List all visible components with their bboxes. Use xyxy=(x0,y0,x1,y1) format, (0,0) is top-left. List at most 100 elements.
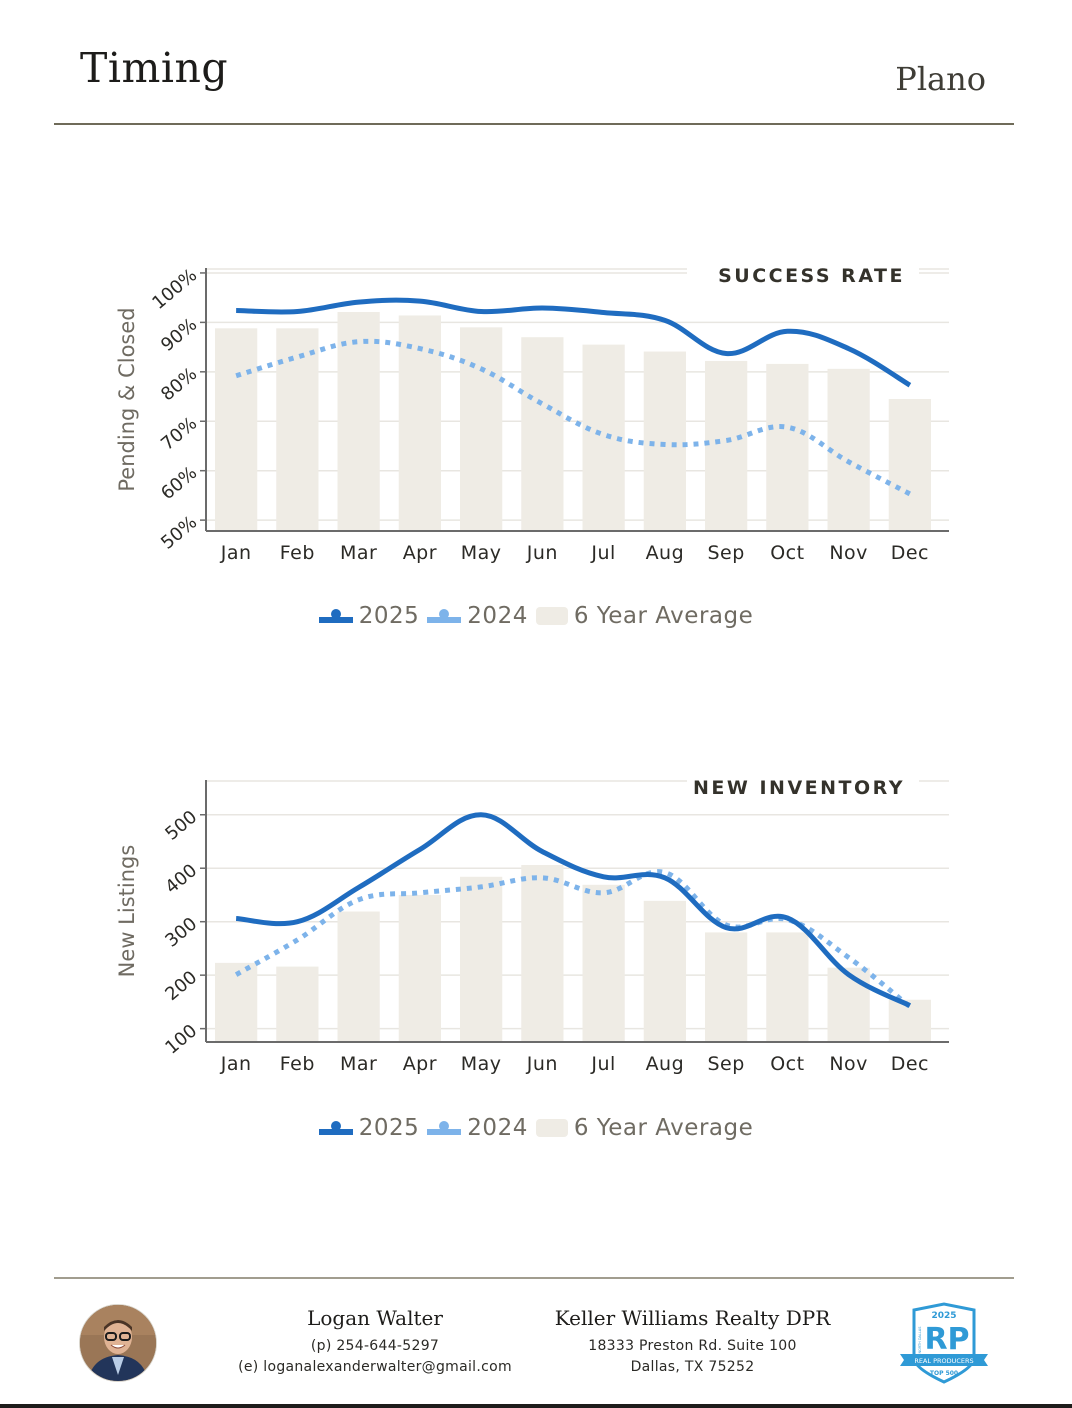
x-tick-label: Feb xyxy=(280,1053,315,1075)
x-tick-label: Jan xyxy=(220,1053,252,1075)
bar-feb xyxy=(276,328,319,531)
brokerage-name: Keller Williams Realty DPR xyxy=(554,1306,831,1330)
y-axis-label: Pending & Closed xyxy=(115,307,139,491)
legend-item-average: 6 Year Average xyxy=(535,603,754,629)
badge-region: NORTH DALLAS xyxy=(918,1326,922,1354)
bar-aug xyxy=(643,900,686,1042)
bar-jun xyxy=(521,337,564,531)
bar-apr xyxy=(398,315,441,531)
header-divider xyxy=(54,123,1014,125)
office-info: Keller Williams Realty DPR 18333 Preston… xyxy=(545,1306,840,1378)
x-tick-label: Aug xyxy=(646,542,685,564)
x-tick-label: Oct xyxy=(770,542,804,564)
legend-swatch-2024-icon xyxy=(427,609,462,623)
line-series-2025 xyxy=(235,812,912,1008)
x-tick-label: Jul xyxy=(590,542,615,564)
bar-apr xyxy=(398,894,441,1042)
x-tick-label: Oct xyxy=(770,1053,804,1075)
x-tick-label: Dec xyxy=(891,1053,929,1075)
chart-title-background xyxy=(687,262,919,286)
chart-title: SUCCESS RATE xyxy=(718,265,905,287)
badge-year: 2025 xyxy=(931,1311,956,1321)
x-tick-label: Jun xyxy=(526,1053,558,1075)
x-tick-label: May xyxy=(461,1053,502,1075)
badge-rank: TOP 500 xyxy=(930,1370,958,1377)
x-tick-label: Nov xyxy=(829,542,868,564)
bar-jan xyxy=(215,328,258,531)
footer-divider xyxy=(54,1277,1014,1279)
badge-ribbon: REAL PRODUCERS xyxy=(914,1357,973,1365)
legend-label-2024: 2024 xyxy=(467,603,528,629)
success-rate-legend: 2025 2024 6 Year Average xyxy=(0,603,1072,629)
bar-dec xyxy=(888,999,931,1042)
bar-nov xyxy=(827,967,870,1042)
bar-oct xyxy=(766,932,809,1042)
y-tick-label: 400 xyxy=(161,860,201,898)
legend-swatch-average-icon xyxy=(535,1119,568,1137)
bar-may xyxy=(460,876,503,1042)
agent-phone[interactable]: (p) 254-644-5297 xyxy=(310,1338,440,1354)
legend-item-2024: 2024 xyxy=(427,603,528,629)
x-tick-label: Apr xyxy=(403,542,437,564)
y-tick-label: 300 xyxy=(161,913,201,951)
bar-oct xyxy=(766,363,809,531)
bar-mar xyxy=(337,911,380,1042)
x-tick-label: May xyxy=(461,542,502,564)
legend-label-average: 6 Year Average xyxy=(573,603,754,629)
bar-feb xyxy=(276,966,319,1042)
bar-may xyxy=(460,327,503,531)
agent-photo-icon xyxy=(80,1305,156,1381)
x-tick-label: Mar xyxy=(340,1053,377,1075)
x-tick-label: Jun xyxy=(526,542,558,564)
bar-nov xyxy=(827,368,870,531)
agent-email[interactable]: (e) loganalexanderwalter@gmail.com xyxy=(238,1359,512,1375)
chart-title-background xyxy=(687,774,919,798)
legend-item-average: 6 Year Average xyxy=(535,1115,754,1141)
x-tick-label: Mar xyxy=(340,542,377,564)
x-tick-label: Feb xyxy=(280,542,315,564)
x-tick-label: Sep xyxy=(707,542,744,564)
legend-item-2025: 2025 xyxy=(318,1115,420,1141)
new-inventory-legend: 2025 2024 6 Year Average xyxy=(0,1115,1072,1141)
legend-swatch-2024-icon xyxy=(427,1121,462,1135)
x-tick-label: Dec xyxy=(891,542,929,564)
line-series-2024 xyxy=(235,338,912,497)
bar-sep xyxy=(705,932,748,1042)
page-bottom-bar xyxy=(0,1404,1072,1408)
legend-item-2025: 2025 xyxy=(318,603,420,629)
line-series-2024 xyxy=(234,869,912,1009)
chart-title: NEW INVENTORY xyxy=(693,777,905,799)
legend-label-average: 6 Year Average xyxy=(573,1115,754,1141)
legend-label-2024: 2024 xyxy=(467,1115,528,1141)
x-tick-label: Apr xyxy=(403,1053,437,1075)
bar-jun xyxy=(521,865,564,1042)
office-address-line1: 18333 Preston Rd. Suite 100 xyxy=(588,1338,797,1354)
agent-name: Logan Walter xyxy=(307,1306,443,1330)
office-address-line2: Dallas, TX 75252 xyxy=(630,1359,755,1375)
bar-dec xyxy=(888,399,931,531)
legend-item-2024: 2024 xyxy=(427,1115,528,1141)
bar-jul xyxy=(582,884,625,1042)
page-title: Timing xyxy=(80,44,229,92)
agent-avatar xyxy=(79,1304,157,1382)
x-tick-label: Nov xyxy=(829,1053,868,1075)
legend-label-2025: 2025 xyxy=(358,1115,420,1141)
x-tick-label: Jul xyxy=(590,1053,615,1075)
new-inventory-chart: 100 200 300 400 500 NEW INVENTORY Jan Feb Mar Apr… xyxy=(115,774,949,1075)
footer: Logan Walter (p) 254-644-5297 (e) logana… xyxy=(0,1300,1072,1390)
y-tick-label: 100 xyxy=(161,1020,201,1058)
badge-letters: RP xyxy=(924,1322,969,1357)
y-axis-label: New Listings xyxy=(115,845,139,978)
bar-jan xyxy=(215,962,258,1042)
legend-swatch-2025-icon xyxy=(318,609,353,623)
legend-swatch-2025-icon xyxy=(318,1121,353,1135)
y-tick-label: 200 xyxy=(161,967,201,1005)
bar-mar xyxy=(337,311,380,531)
x-tick-label: Sep xyxy=(707,1053,744,1075)
legend-label-2025: 2025 xyxy=(358,603,420,629)
agent-info: Logan Walter (p) 254-644-5297 (e) logana… xyxy=(225,1306,525,1378)
legend-swatch-average-icon xyxy=(535,607,568,625)
line-series-2025 xyxy=(236,297,912,388)
bar-sep xyxy=(705,360,748,531)
